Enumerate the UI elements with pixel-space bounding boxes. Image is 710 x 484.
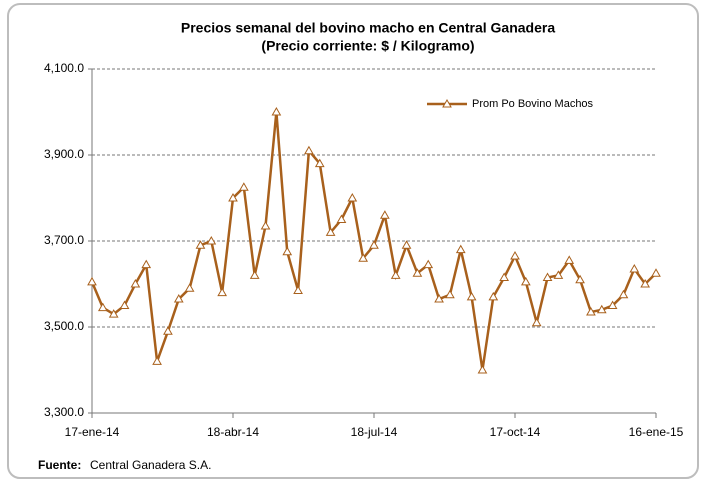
point-marker [336,214,347,223]
point-marker [271,106,282,116]
legend-marker [442,98,452,108]
x-tick-label: 18-jul-14 [351,425,398,439]
legend-label: Prom Po Bovino Machos [472,98,594,110]
x-tick-label: 17-oct-14 [490,425,541,439]
point-marker [466,291,477,301]
chart-subtitle: (Precio corriente: $ / Kilogramo) [261,38,474,54]
y-tick-label: 4,100.0 [44,61,84,75]
point-marker [97,302,108,312]
point-marker [445,289,455,299]
point-marker [618,289,629,299]
point-marker [586,306,596,316]
x-tick-label: 16-ene-15 [629,425,684,439]
point-marker [401,240,412,249]
point-marker [347,192,358,202]
point-marker [564,255,575,264]
x-tick-label: 18-abr-14 [207,425,259,439]
x-tick-label: 17-ene-14 [65,425,120,439]
point-marker [369,240,379,249]
point-marker [260,220,271,230]
point-marker [87,276,97,286]
point-marker [152,356,162,365]
source-label: Fuente: [38,458,81,472]
point-marker [510,251,520,260]
point-marker [542,272,553,282]
point-marker [304,145,314,155]
point-marker [575,274,585,284]
chart-title: Precios semanal del bovino macho en Cent… [181,20,555,36]
point-marker [531,317,542,327]
point-marker [130,278,141,288]
point-marker [108,309,119,318]
point-marker [163,326,173,335]
point-marker [217,287,228,297]
point-marker [141,259,152,269]
point-marker [455,244,466,254]
point-marker [379,210,390,219]
point-marker [607,300,618,309]
point-marker [651,268,661,277]
point-marker [184,283,195,292]
y-tick-label: 3,500.0 [44,319,84,333]
point-marker [325,227,336,236]
point-marker [358,253,369,262]
point-marker [249,270,260,279]
point-marker [314,158,325,168]
point-marker [488,291,499,301]
point-marker [640,278,651,288]
point-marker [477,364,488,374]
point-marker [412,268,423,277]
point-marker [293,285,303,294]
point-marker [228,192,238,202]
point-marker [282,246,293,256]
point-marker [434,294,444,303]
point-marker [520,276,531,286]
y-tick-label: 3,700.0 [44,233,84,247]
point-marker [390,270,401,279]
source: Central Ganadera S.A. [90,458,211,472]
y-tick-label: 3,300.0 [44,405,84,419]
point-marker [596,304,607,314]
point-marker [173,294,184,303]
point-marker [629,263,640,273]
point-marker [423,259,434,269]
point-marker [119,300,130,309]
point-marker [195,240,206,249]
point-marker [499,272,510,282]
point-marker [206,235,217,245]
point-marker [553,270,564,279]
point-marker [238,182,249,191]
y-tick-label: 3,900.0 [44,147,84,161]
